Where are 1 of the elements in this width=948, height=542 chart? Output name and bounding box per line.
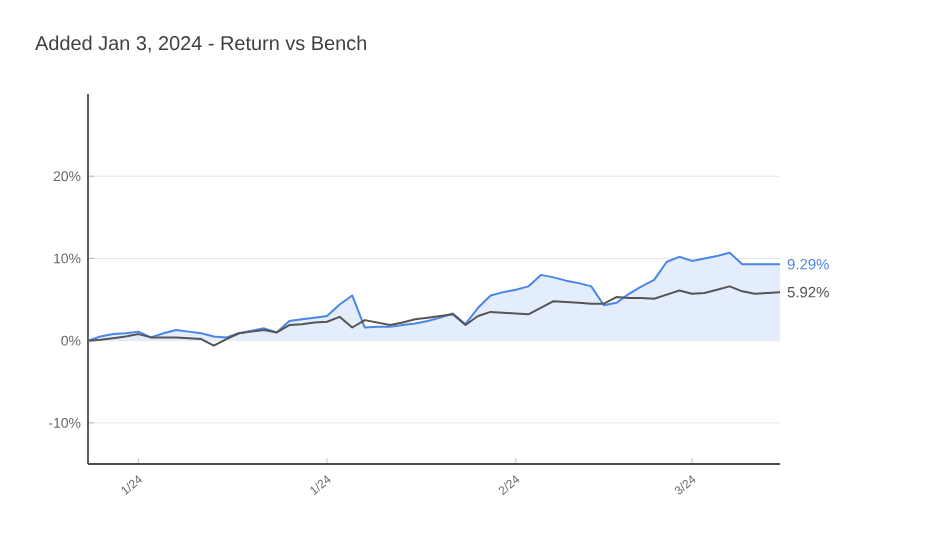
- chart-title: Added Jan 3, 2024 - Return vs Bench: [35, 35, 366, 53]
